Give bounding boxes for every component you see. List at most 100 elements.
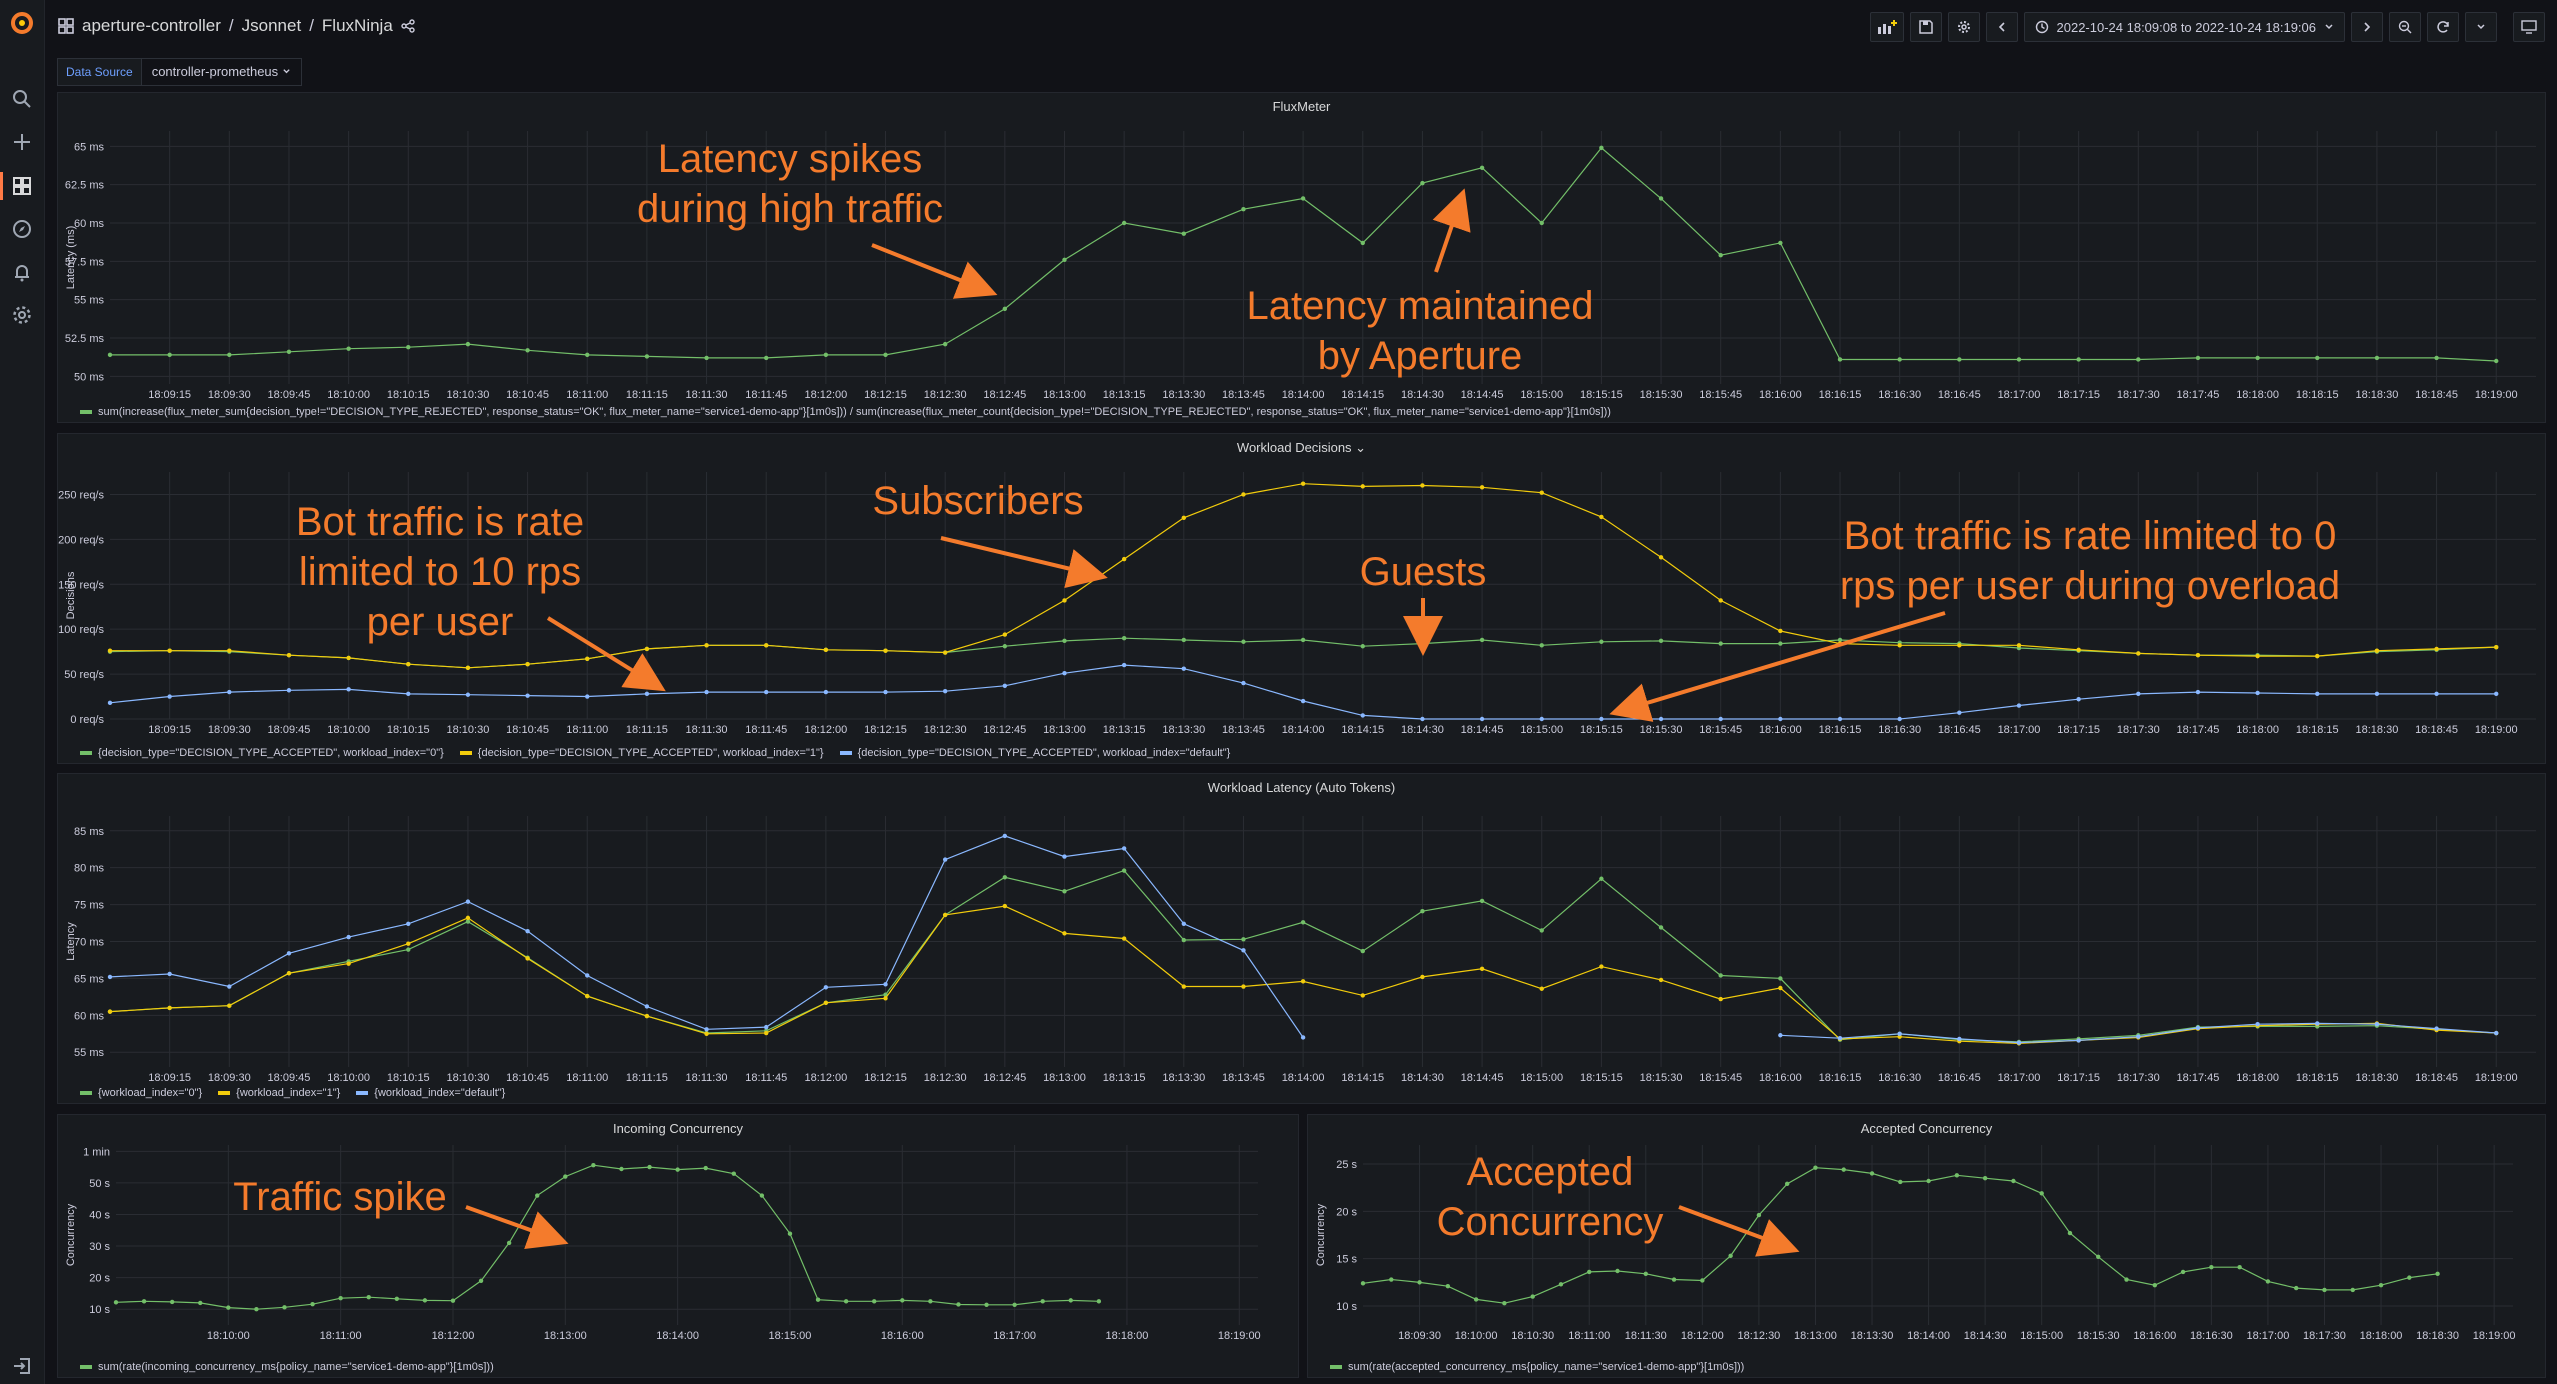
chevron-down-icon bbox=[2477, 24, 2485, 30]
x-tick-label: 18:15:45 bbox=[1699, 1072, 1742, 1084]
legend-item[interactable]: sum(rate(incoming_concurrency_ms{policy_… bbox=[80, 1361, 494, 1373]
legend-item[interactable]: sum(rate(accepted_concurrency_ms{policy_… bbox=[1330, 1361, 1744, 1373]
data-point bbox=[815, 1297, 821, 1302]
legend-item[interactable]: {workload_index="0"} bbox=[80, 1087, 202, 1099]
data-point bbox=[1615, 1268, 1620, 1274]
data-point bbox=[1300, 481, 1306, 486]
data-point bbox=[198, 1300, 203, 1306]
tv-mode-button[interactable] bbox=[2513, 12, 2545, 42]
panel-workload-latency[interactable]: 55 ms 60 ms 65 ms 70 ms 75 ms 80 ms 85 ms 18:09… bbox=[57, 773, 2546, 1104]
data-point bbox=[2265, 1279, 2271, 1284]
panel-workload-decisions[interactable]: 0 req/s 50 req/s 100 req/s 150 req/s 200 req… bbox=[57, 433, 2546, 764]
panel-fluxmeter[interactable]: 50 ms 52.5 ms 55 ms 57.5 ms 60 ms 62.5 ms 65 m… bbox=[57, 92, 2546, 423]
panel-title: Incoming Concurrency bbox=[612, 1121, 744, 1136]
data-point bbox=[1926, 1178, 1931, 1184]
data-point bbox=[585, 352, 590, 358]
breadcrumb-subfolder[interactable]: Jsonnet bbox=[241, 16, 302, 35]
data-point bbox=[1530, 1294, 1535, 1299]
x-tick-label: 18:18:15 bbox=[2296, 389, 2339, 401]
x-tick-label: 18:13:00 bbox=[1794, 1330, 1837, 1342]
search-icon[interactable] bbox=[11, 88, 33, 110]
data-point bbox=[1837, 716, 1843, 722]
data-point bbox=[942, 650, 948, 655]
data-point bbox=[406, 662, 411, 667]
legend-item[interactable]: {decision_type="DECISION_TYPE_ACCEPTED",… bbox=[459, 747, 824, 759]
x-tick-label: 18:11:00 bbox=[566, 1072, 608, 1084]
x-tick-label: 18:17:30 bbox=[2117, 1072, 2160, 1084]
data-point bbox=[2494, 644, 2499, 650]
data-point bbox=[1778, 985, 1783, 991]
chevron-down-icon[interactable]: ⌄ bbox=[1355, 440, 1367, 455]
legend-swatch bbox=[80, 410, 92, 414]
data-point bbox=[942, 688, 948, 694]
time-range-forward-button[interactable] bbox=[2351, 12, 2383, 42]
compass-icon[interactable] bbox=[11, 218, 33, 240]
grafana-logo[interactable] bbox=[9, 10, 35, 36]
data-point bbox=[1096, 1299, 1102, 1304]
data-point bbox=[1784, 1181, 1790, 1187]
data-point bbox=[1837, 1036, 1843, 1041]
data-point bbox=[227, 648, 232, 653]
x-tick-label: 18:14:45 bbox=[1461, 389, 1504, 401]
x-tick-label: 18:13:30 bbox=[1162, 1072, 1205, 1084]
data-point bbox=[644, 691, 650, 697]
add-panel-button[interactable] bbox=[1869, 12, 1904, 42]
data-point bbox=[227, 689, 232, 695]
data-point bbox=[2494, 691, 2499, 697]
time-range-picker[interactable]: 2022-10-24 18:09:08 to 2022-10-24 18:19:… bbox=[2023, 12, 2345, 42]
breadcrumb-folder[interactable]: aperture-controller bbox=[82, 16, 221, 35]
data-point bbox=[406, 345, 411, 350]
panel-accepted-concurrency[interactable]: 10 s 15 s 20 s 25 s 18:09:30 18:10:00 18:10:30… bbox=[1307, 1114, 2546, 1378]
signin-icon[interactable] bbox=[11, 1355, 33, 1377]
share-icon[interactable] bbox=[401, 19, 415, 33]
data-point bbox=[1300, 196, 1306, 201]
y-tick-label: 20 s bbox=[89, 1273, 110, 1285]
legend-item[interactable]: sum(increase(flux_meter_sum{decision_typ… bbox=[80, 406, 1611, 418]
x-tick-label: 18:16:45 bbox=[1938, 1072, 1981, 1084]
plus-icon[interactable] bbox=[11, 131, 33, 153]
data-point bbox=[1062, 670, 1067, 676]
data-point bbox=[422, 1298, 428, 1303]
data-point bbox=[883, 689, 888, 695]
x-tick-label: 18:14:15 bbox=[1341, 389, 1384, 401]
time-range-back-button[interactable] bbox=[1985, 12, 2018, 42]
data-point bbox=[1002, 632, 1008, 637]
data-point bbox=[2255, 653, 2260, 659]
dashboards-icon[interactable] bbox=[11, 175, 33, 197]
legend-item[interactable]: {decision_type="DECISION_TYPE_ACCEPTED",… bbox=[80, 747, 444, 759]
refresh-button[interactable] bbox=[2427, 12, 2459, 42]
y-tick-label: 57.5 ms bbox=[65, 256, 105, 268]
x-tick-label: 18:09:45 bbox=[268, 1072, 311, 1084]
data-point bbox=[823, 647, 829, 653]
data-point bbox=[2195, 689, 2201, 695]
x-tick-label: 18:11:45 bbox=[745, 1072, 787, 1084]
datasource-variable-select[interactable]: controller-prometheus bbox=[141, 58, 302, 86]
data-point bbox=[2136, 691, 2141, 697]
y-tick-label: 55 ms bbox=[74, 295, 104, 307]
legend-label: sum(increase(flux_meter_sum{decision_typ… bbox=[98, 406, 1611, 418]
legend-item[interactable]: {decision_type="DECISION_TYPE_ACCEPTED",… bbox=[839, 747, 1230, 759]
dashboard-settings-button[interactable] bbox=[1947, 12, 1980, 42]
y-axis-label: Concurrency bbox=[65, 1203, 77, 1266]
data-point bbox=[2434, 355, 2439, 361]
legend-item[interactable]: {workload_index="default"} bbox=[356, 1087, 505, 1099]
data-point bbox=[1558, 1282, 1564, 1287]
save-dashboard-button[interactable] bbox=[1909, 12, 1942, 42]
data-point bbox=[167, 352, 172, 358]
legend-item[interactable]: {workload_index="1"} bbox=[218, 1087, 340, 1099]
panel-incoming-concurrency[interactable]: 10 s 20 s 30 s 40 s 50 s 1 min 18:10:00 18:11:0… bbox=[57, 1114, 1299, 1378]
data-point bbox=[465, 665, 471, 671]
data-point bbox=[900, 1298, 905, 1303]
gear-icon[interactable] bbox=[11, 304, 33, 326]
bell-icon[interactable] bbox=[11, 261, 33, 283]
x-tick-label: 18:11:45 bbox=[745, 389, 787, 401]
y-tick-label: 65 ms bbox=[74, 141, 104, 153]
panel-title: Accepted Concurrency bbox=[1860, 1121, 1993, 1136]
zoom-out-button[interactable] bbox=[2389, 12, 2421, 42]
breadcrumb-dashboard[interactable]: FluxNinja bbox=[321, 16, 393, 35]
x-tick-label: 18:13:30 bbox=[1162, 389, 1205, 401]
data-point bbox=[1002, 833, 1008, 839]
data-point bbox=[2315, 355, 2320, 361]
refresh-interval-button[interactable] bbox=[2465, 12, 2497, 42]
data-point bbox=[942, 341, 948, 347]
